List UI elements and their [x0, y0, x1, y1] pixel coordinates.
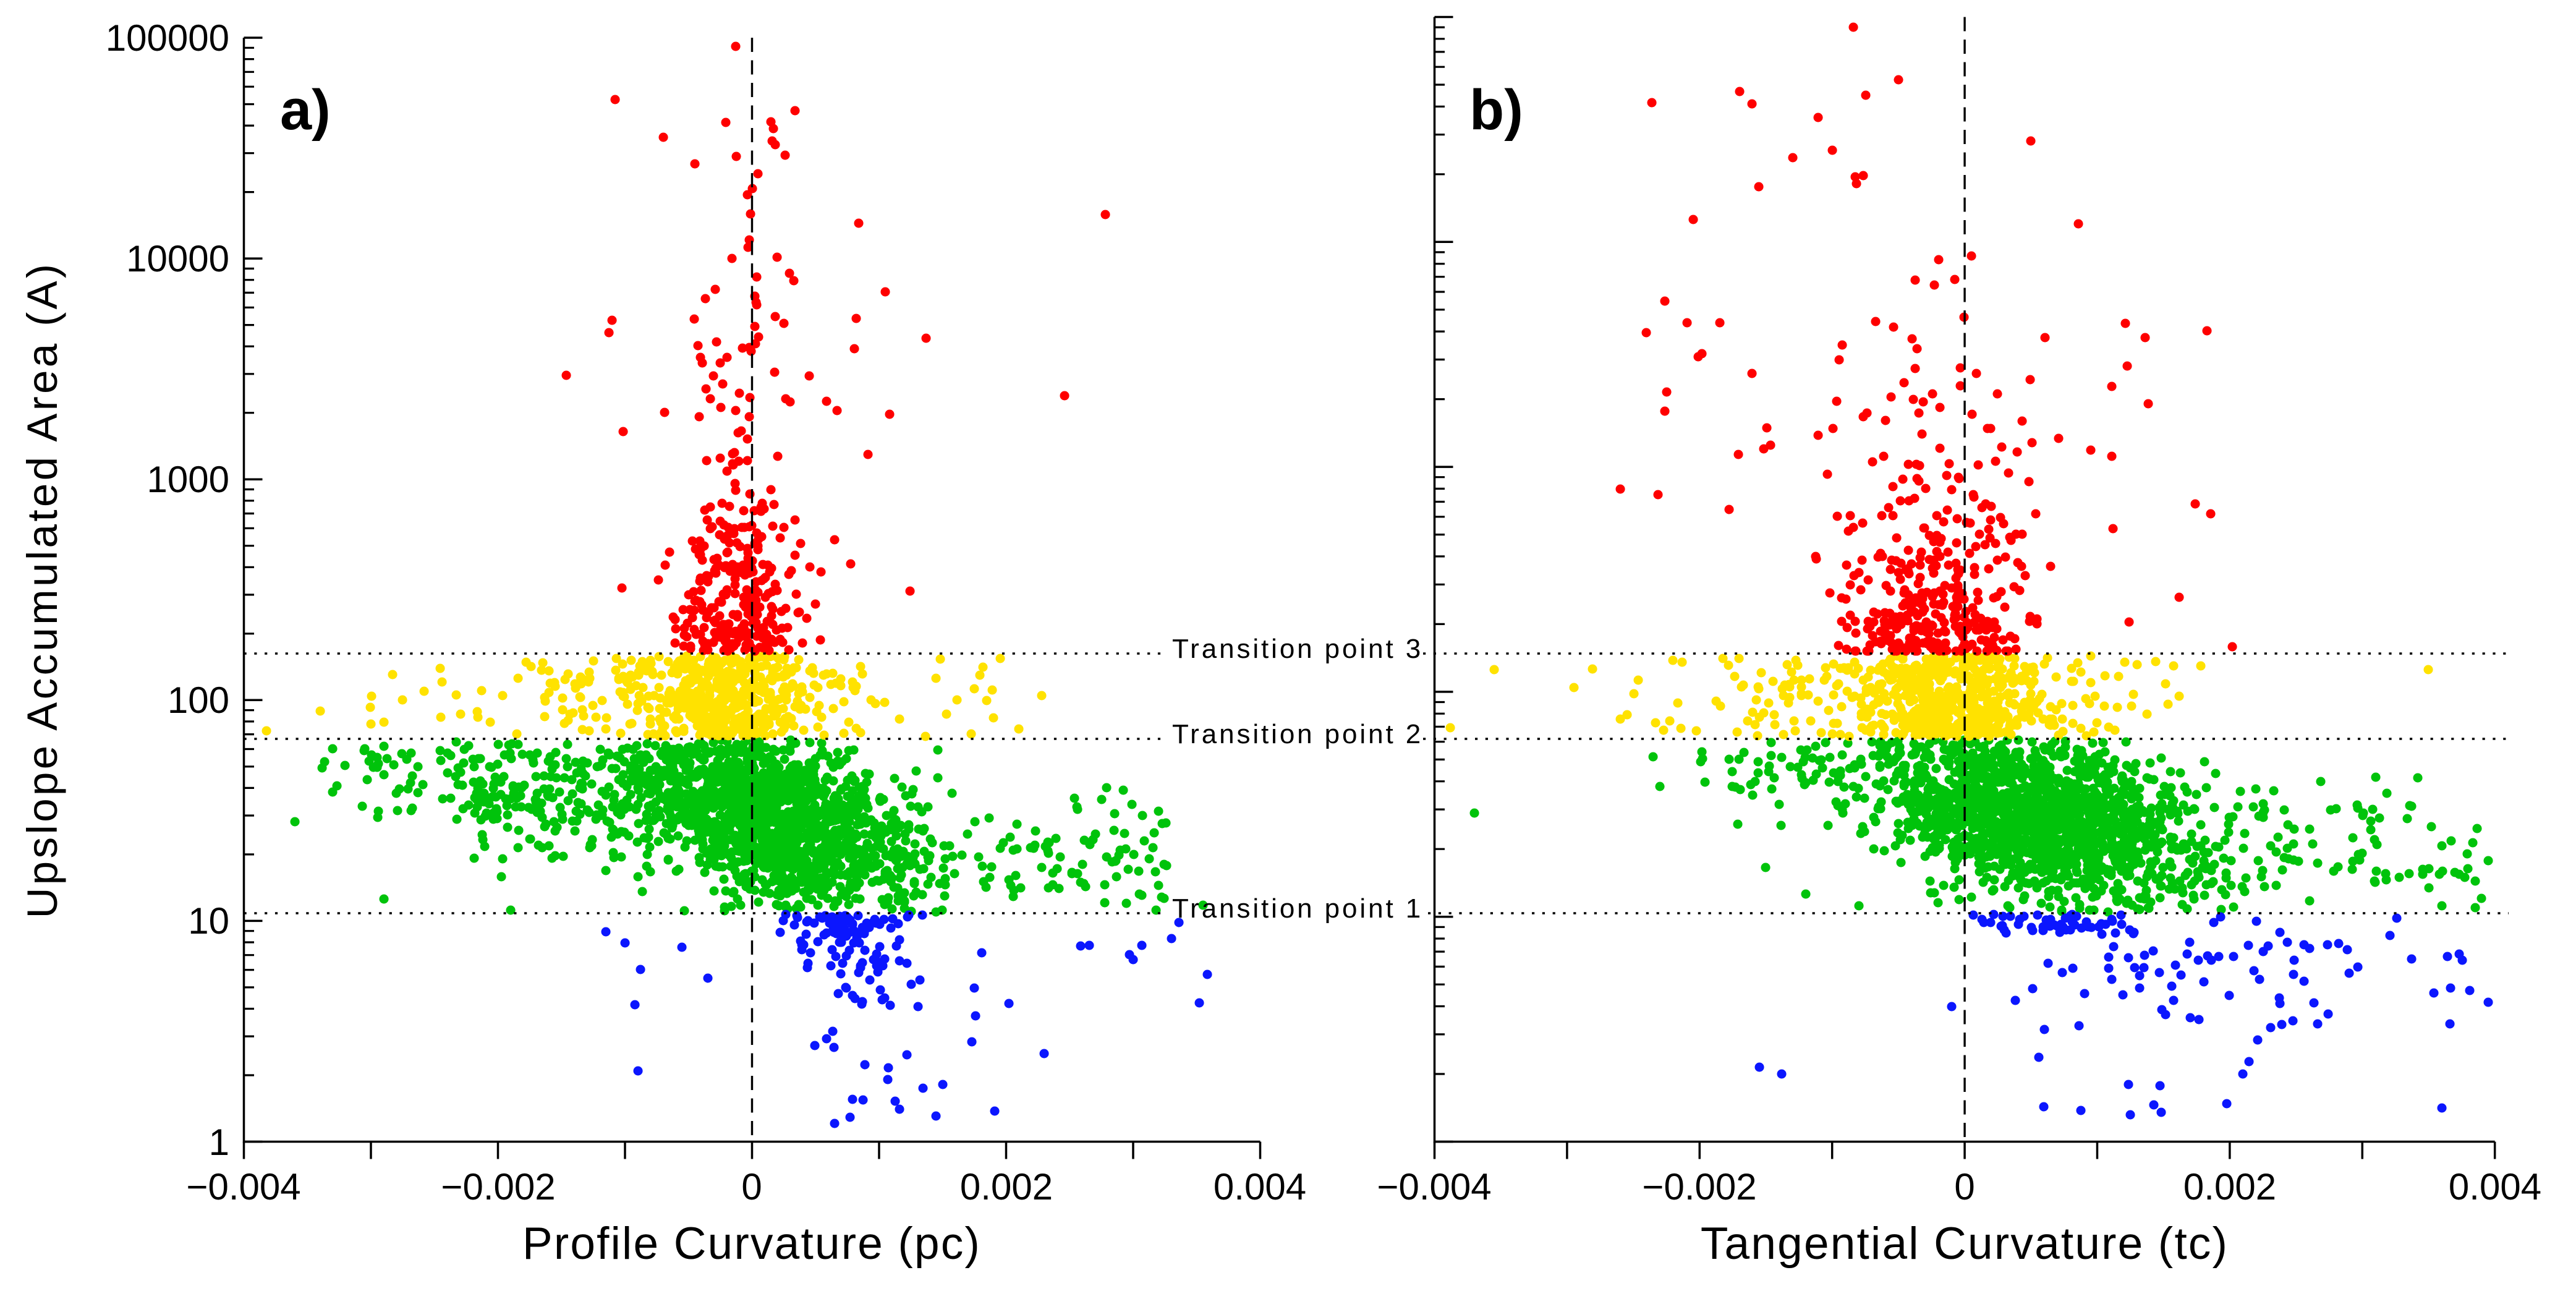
- svg-text:Transition point 3: Transition point 3: [1172, 634, 1423, 664]
- svg-text:Upslope Accumulated Area (A): Upslope Accumulated Area (A): [19, 262, 66, 919]
- svg-text:100000: 100000: [106, 17, 229, 59]
- svg-text:Tangential Curvature (tc): Tangential Curvature (tc): [1701, 1219, 2229, 1269]
- svg-text:Transition point 1: Transition point 1: [1172, 893, 1423, 924]
- svg-text:a): a): [280, 79, 331, 142]
- svg-text:0: 0: [1954, 1166, 1975, 1208]
- svg-text:0.004: 0.004: [2449, 1166, 2541, 1208]
- svg-text:10: 10: [188, 900, 229, 942]
- svg-text:0: 0: [741, 1166, 762, 1208]
- svg-text:0.004: 0.004: [1214, 1166, 1306, 1208]
- svg-text:10000: 10000: [126, 238, 229, 279]
- svg-text:1000: 1000: [147, 459, 229, 500]
- svg-text:Transition point 2: Transition point 2: [1172, 719, 1423, 749]
- svg-text:0.002: 0.002: [2183, 1166, 2276, 1208]
- svg-text:−0.004: −0.004: [186, 1166, 300, 1208]
- svg-text:1: 1: [209, 1122, 229, 1163]
- svg-text:−0.004: −0.004: [1377, 1166, 1491, 1208]
- svg-text:b): b): [1469, 79, 1523, 142]
- svg-text:Profile Curvature (pc): Profile Curvature (pc): [522, 1219, 981, 1269]
- svg-text:100: 100: [168, 680, 229, 721]
- svg-text:−0.002: −0.002: [441, 1166, 555, 1208]
- svg-text:0.002: 0.002: [960, 1166, 1053, 1208]
- svg-text:−0.002: −0.002: [1642, 1166, 1756, 1208]
